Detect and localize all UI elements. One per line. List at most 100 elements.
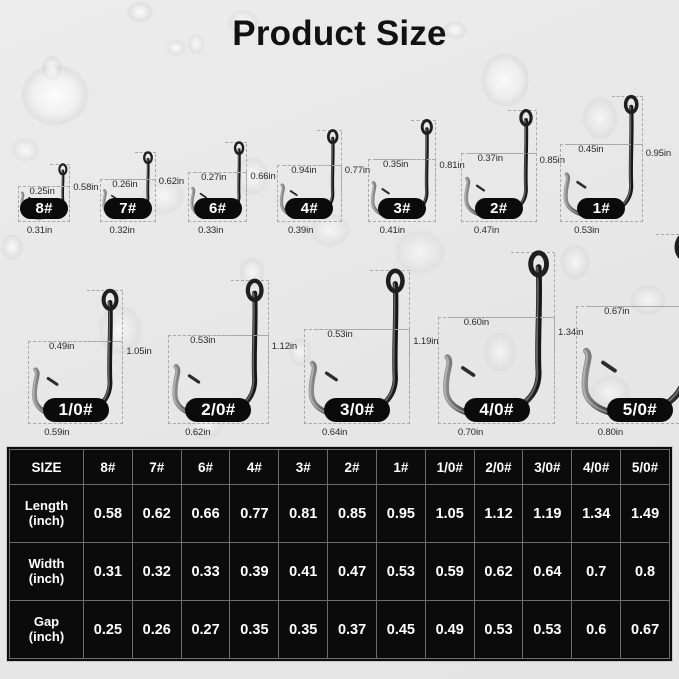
size-badge-20[interactable]: 2/0# — [185, 398, 252, 422]
cell-length-4: 0.77 — [229, 484, 280, 543]
gap-leader-line — [568, 143, 642, 145]
cell-length-2: 0.85 — [327, 484, 377, 543]
gap-dimension-label: 0.67in — [604, 306, 630, 318]
gap-leader-line — [468, 152, 536, 154]
gap-dimension-label: 0.26in — [112, 178, 138, 190]
size-table: SIZE 8# 7# 6# 4# 3# 2# 1# 1/0# 2/0# 3/0# 4/0# 5/0# L… — [9, 449, 670, 659]
gap-dimension-label: 0.49in — [48, 340, 75, 352]
size-badge-40[interactable]: 4/0# — [463, 398, 530, 422]
size-badge-50[interactable]: 5/0# — [606, 398, 673, 422]
gap-dimension-label: 0.53in — [327, 328, 353, 340]
cell-width-30: 0.64 — [522, 542, 573, 601]
cell-gap-7: 0.26 — [131, 600, 182, 659]
gap-leader-line — [588, 306, 679, 308]
size-badge-4[interactable]: 4# — [285, 198, 334, 219]
gap-dimension-label: 0.94in — [291, 164, 317, 176]
cell-gap-40: 0.6 — [571, 600, 622, 659]
gap-dimension-label: 0.45in — [578, 143, 604, 155]
table-header-row: SIZE 8# 7# 6# 4# 3# 2# 1# 1/0# 2/0# 3/0# 4/0# 5/0# — [9, 449, 670, 485]
width-dimension-label: 0.59in — [44, 427, 70, 438]
length-dimension-label: 0.58in — [73, 182, 99, 193]
cell-gap-8: 0.25 — [83, 600, 133, 659]
width-dimension-label: 0.70in — [457, 427, 484, 438]
size-badge-1[interactable]: 1# — [577, 198, 626, 219]
row-label-unit: (inch) — [28, 570, 65, 586]
row-label-name: Gap — [33, 613, 60, 629]
length-dimension-label: 1.12in — [271, 341, 298, 352]
cell-width-3: 0.41 — [278, 542, 329, 601]
length-dimension-label: 1.19in — [413, 336, 439, 347]
cell-length-30: 1.19 — [522, 484, 573, 543]
cell-length-40: 1.34 — [571, 484, 622, 543]
cell-gap-20: 0.53 — [473, 600, 524, 659]
size-badge-3[interactable]: 3# — [378, 198, 427, 219]
table-header-20: 2/0# — [473, 449, 524, 485]
table-row: Width (inch) 0.31 0.32 0.33 0.39 0.41 0.47 0.53 0… — [9, 542, 670, 601]
gap-leader-line — [449, 317, 553, 319]
row-label-name: Width — [28, 555, 65, 571]
cell-width-40: 0.7 — [571, 542, 622, 601]
table-header-4: 4# — [229, 449, 280, 485]
row-label-unit: (inch) — [28, 628, 65, 644]
gap-dimension-label: 0.35in — [383, 158, 409, 170]
cell-width-4: 0.39 — [229, 542, 280, 601]
fishing-hook-illustration — [581, 235, 679, 418]
hook-graphic — [576, 234, 679, 424]
cell-length-6: 0.66 — [180, 484, 231, 543]
cell-gap-4: 0.35 — [229, 600, 280, 659]
table-header-30: 3/0# — [522, 449, 573, 485]
gap-dimension-label: 0.53in — [190, 334, 216, 346]
cell-width-2: 0.47 — [327, 542, 377, 601]
length-dimension-label: 0.77in — [344, 165, 371, 176]
row-label-gap: Gap (inch) — [9, 600, 84, 659]
length-dimension-label: 0.62in — [158, 176, 185, 187]
table-header-size: SIZE — [9, 449, 84, 485]
gap-dimension-label: 0.60in — [463, 317, 490, 329]
row-label-name: Length — [24, 497, 69, 513]
width-dimension-label: 0.62in — [185, 427, 211, 438]
cell-width-50: 0.8 — [620, 542, 670, 601]
table-header-1: 1# — [375, 449, 426, 485]
table-header-10: 1/0# — [424, 449, 475, 485]
hook-item-50: 0.67in1.49in0.80in — [576, 234, 679, 438]
width-dimension-label: 0.64in — [322, 427, 348, 438]
width-dimension-label: 0.80in — [597, 427, 624, 438]
size-badge-30[interactable]: 3/0# — [324, 398, 391, 422]
hook-badges-row-large: 1/0# 2/0# 3/0# 4/0# 5/0# — [0, 398, 679, 422]
cell-length-20: 1.12 — [473, 484, 524, 543]
table-row: Gap (inch) 0.25 0.26 0.27 0.35 0.35 0.37 0.45 0.4… — [9, 600, 670, 659]
table-header-7: 7# — [131, 449, 182, 485]
cell-gap-2: 0.37 — [327, 600, 377, 659]
gap-leader-line — [178, 334, 267, 336]
gap-leader-line — [314, 328, 409, 330]
row-label-length: Length (inch) — [9, 484, 84, 543]
cell-length-1: 0.95 — [375, 484, 426, 543]
size-badge-8[interactable]: 8# — [20, 198, 69, 219]
cell-width-1: 0.53 — [375, 542, 426, 601]
size-badge-10[interactable]: 1/0# — [42, 398, 109, 422]
size-badge-7[interactable]: 7# — [103, 198, 152, 219]
cell-gap-6: 0.27 — [180, 600, 231, 659]
cell-gap-50: 0.67 — [620, 600, 670, 659]
cell-width-7: 0.32 — [131, 542, 182, 601]
table-header-50: 5/0# — [620, 449, 670, 485]
cell-width-20: 0.62 — [473, 542, 524, 601]
hook-stage: 0.67in1.49in0.80in — [576, 234, 679, 438]
page-title: Product Size — [232, 14, 447, 53]
cell-length-3: 0.81 — [278, 484, 329, 543]
table-header-40: 4/0# — [571, 449, 622, 485]
cell-gap-3: 0.35 — [278, 600, 329, 659]
cell-width-10: 0.59 — [424, 542, 475, 601]
gap-leader-line — [193, 172, 247, 174]
table-header-2: 2# — [327, 449, 377, 485]
length-dimension-label: 1.05in — [126, 346, 152, 357]
gap-leader-line — [37, 340, 122, 342]
size-badge-2[interactable]: 2# — [474, 198, 523, 219]
size-badge-6[interactable]: 6# — [193, 198, 242, 219]
cell-gap-1: 0.45 — [375, 600, 426, 659]
table-header-8: 8# — [83, 449, 133, 485]
size-table-container: SIZE 8# 7# 6# 4# 3# 2# 1# 1/0# 2/0# 3/0# 4/0# 5/0# L… — [6, 446, 673, 662]
gap-dimension-label: 0.37in — [477, 152, 503, 164]
gap-dimension-label: 0.27in — [201, 172, 227, 184]
